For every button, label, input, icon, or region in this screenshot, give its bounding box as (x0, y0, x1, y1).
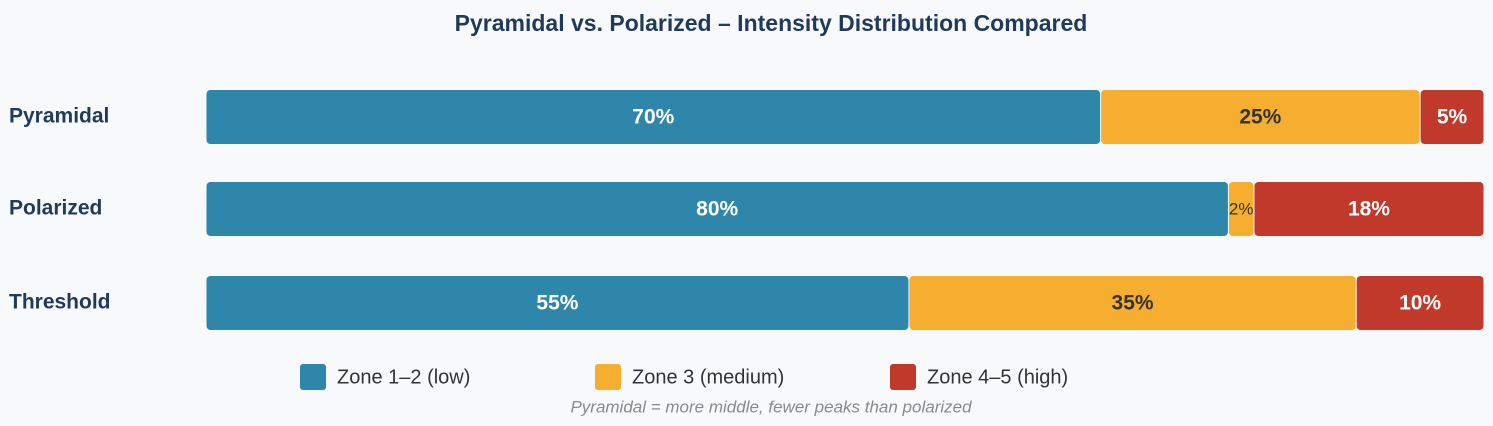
legend-swatch (300, 364, 326, 390)
bar-segment (909, 276, 1356, 330)
bar-segment (1254, 182, 1484, 236)
bar-segment (206, 90, 1101, 144)
chart-title: Pyramidal vs. Polarized – Intensity Dist… (455, 10, 1088, 36)
segment-label: 70% (632, 106, 674, 129)
legend-label: Zone 4–5 (high) (927, 366, 1068, 388)
segment-label: 55% (536, 292, 578, 315)
row-label: Pyramidal (9, 105, 109, 128)
bar-segment (206, 182, 1228, 236)
segment-label: 25% (1239, 106, 1281, 129)
bar-segment (1420, 90, 1484, 144)
legend-label: Zone 3 (medium) (632, 366, 784, 388)
bar-segment (1228, 182, 1254, 236)
segment-label: 5% (1437, 106, 1468, 129)
chart-note: Pyramidal = more middle, fewer peaks tha… (570, 397, 972, 416)
segment-label: 35% (1112, 292, 1154, 315)
legend-swatch (890, 364, 916, 390)
row-label: Threshold (9, 291, 111, 314)
segment-label: 10% (1399, 292, 1441, 315)
bar-segment (206, 276, 909, 330)
bar-segment (1101, 90, 1420, 144)
bar-segment (1356, 276, 1484, 330)
legend-label: Zone 1–2 (low) (337, 366, 470, 388)
row-label: Polarized (9, 197, 102, 220)
segment-label: 80% (696, 198, 738, 221)
segment-label: 18% (1348, 198, 1390, 221)
segment-label: 2% (1229, 199, 1254, 218)
legend-swatch (595, 364, 621, 390)
